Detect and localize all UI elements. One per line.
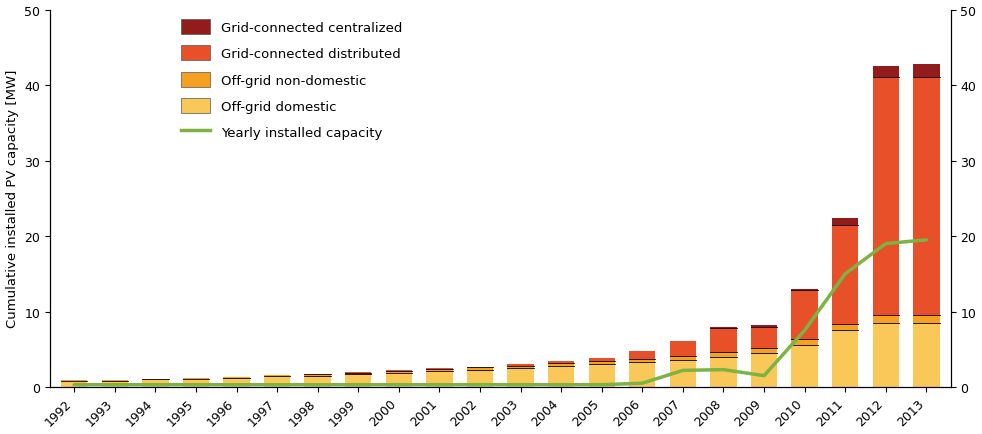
- Bar: [508, 365, 534, 366]
- Bar: [183, 380, 209, 387]
- Bar: [791, 289, 818, 291]
- Bar: [913, 78, 940, 316]
- Bar: [670, 360, 696, 387]
- Bar: [751, 348, 777, 353]
- Bar: [345, 373, 371, 374]
- Bar: [264, 375, 291, 377]
- Bar: [466, 370, 493, 387]
- Bar: [873, 78, 899, 316]
- Bar: [142, 380, 169, 387]
- Bar: [426, 369, 453, 371]
- Bar: [873, 67, 899, 78]
- Bar: [832, 331, 858, 387]
- Bar: [466, 367, 493, 368]
- Y-axis label: Cumulative installed PV capacity [MW]: Cumulative installed PV capacity [MW]: [6, 70, 19, 328]
- Bar: [223, 378, 249, 387]
- Bar: [548, 366, 574, 387]
- Bar: [548, 361, 574, 363]
- Bar: [345, 374, 371, 387]
- Bar: [791, 345, 818, 387]
- Bar: [913, 316, 940, 323]
- Bar: [710, 352, 736, 357]
- Bar: [61, 381, 87, 387]
- Bar: [710, 328, 736, 329]
- Bar: [710, 329, 736, 352]
- Bar: [223, 377, 249, 378]
- Bar: [751, 353, 777, 387]
- Bar: [629, 352, 656, 359]
- Bar: [710, 357, 736, 387]
- Bar: [629, 359, 656, 362]
- Bar: [832, 218, 858, 226]
- Bar: [101, 381, 128, 387]
- Bar: [913, 323, 940, 387]
- Bar: [466, 368, 493, 370]
- Bar: [588, 362, 615, 365]
- Bar: [873, 316, 899, 323]
- Bar: [101, 380, 128, 381]
- Bar: [791, 340, 818, 345]
- Bar: [751, 327, 777, 348]
- Bar: [670, 341, 696, 356]
- Bar: [61, 380, 87, 381]
- Bar: [386, 371, 412, 373]
- Bar: [426, 371, 453, 387]
- Bar: [548, 363, 574, 366]
- Bar: [386, 370, 412, 371]
- Bar: [791, 291, 818, 340]
- Bar: [426, 368, 453, 369]
- Bar: [588, 365, 615, 387]
- Bar: [142, 379, 169, 380]
- Bar: [183, 378, 209, 380]
- Bar: [629, 362, 656, 387]
- Bar: [832, 226, 858, 324]
- Bar: [751, 326, 777, 327]
- Bar: [873, 323, 899, 387]
- Bar: [670, 356, 696, 360]
- Bar: [913, 65, 940, 78]
- Bar: [508, 366, 534, 368]
- Bar: [588, 358, 615, 362]
- Legend: Grid-connected centralized, Grid-connected distributed, Off-grid non-domestic, O: Grid-connected centralized, Grid-connect…: [176, 14, 408, 146]
- Bar: [832, 324, 858, 331]
- Bar: [304, 374, 331, 376]
- Bar: [264, 377, 291, 387]
- Bar: [304, 376, 331, 387]
- Bar: [386, 373, 412, 387]
- Bar: [508, 368, 534, 387]
